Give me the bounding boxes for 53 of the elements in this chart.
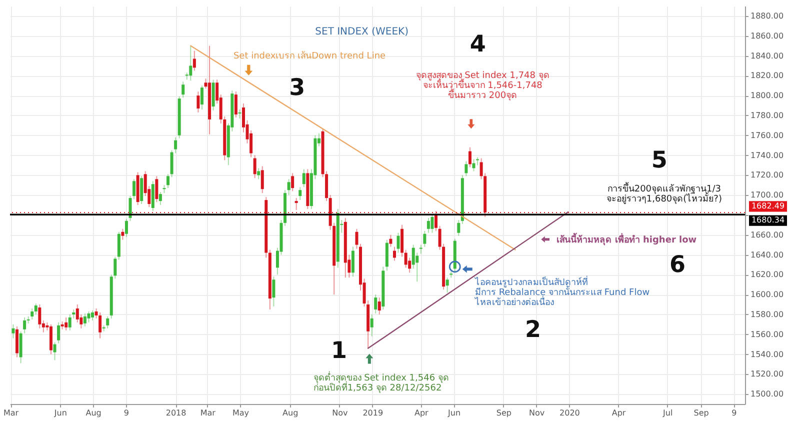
y-tick-label: 1660.00 [750, 230, 784, 240]
y-tick-label: 1580.00 [750, 310, 784, 319]
y-tick-label: 1540.00 [750, 350, 784, 359]
x-tick-label: Aug [86, 408, 102, 418]
x-tick-label: 9 [732, 408, 737, 418]
x-tick-label: Jun [53, 408, 67, 418]
y-tick-label: 1560.00 [750, 330, 784, 339]
y-tick-label: 1500.00 [750, 390, 784, 399]
ref-line-label: 1680.34 [751, 216, 785, 225]
y-tick-label: 1780.00 [750, 110, 784, 120]
x-tick-label: Mar [3, 408, 20, 418]
text: SET INDEX (WEEK) [315, 26, 409, 38]
y-tick-label: 1520.00 [750, 370, 784, 379]
annotation: 4 [470, 31, 486, 58]
y-tick-label: 1840.00 [750, 51, 784, 60]
x-tick-label: 9 [124, 408, 129, 418]
y-tick-label: 1640.00 [750, 250, 784, 260]
x-tick-label: 2018 [166, 408, 186, 418]
annotation: ไอคอนรูปวงกลมเป็นสัปดาห์ที่ มีการ Rebalance จากนั้นกระแส Fund Flow ไหลเข้าอย่างต่อเนื่อง [474, 275, 650, 308]
x-tick-label: Apr [612, 408, 626, 418]
x-tick-label: Jul [662, 408, 673, 418]
x-tick-label: 2019 [362, 408, 384, 418]
x-tick-label: Aug [282, 408, 298, 418]
annotation: 3 [289, 75, 306, 102]
x-tick-label: Apr [414, 408, 430, 418]
y-tick-label: 1740.00 [750, 150, 784, 160]
x-tick-label: Jun [447, 408, 461, 418]
y-tick-label: 1620.00 [750, 270, 784, 280]
annotation: เส้นนี้ห้ามหลุด เพื่อทำ higher low [556, 232, 697, 246]
x-tick-label: May [232, 408, 250, 418]
x-tick-label: Nov [332, 408, 348, 418]
annotation: 2 [524, 316, 541, 343]
x-tick-label: 2020 [560, 408, 580, 418]
x-tick-label: Sep [694, 408, 709, 418]
annotation: 6 [669, 252, 686, 278]
y-tick-label: 1820.00 [750, 71, 784, 80]
y-tick-label: 1880.00 [750, 11, 784, 20]
annotation: จุดต่ำสุดของ Set index 1,546 จุด ก่อนปิดที่1,563 จุด 28/12/2562 [313, 370, 449, 394]
x-tick-label: Nov [528, 408, 545, 418]
annotation: การขึ้น200จุดแล้วพักฐาน1/3 จะอยู่ราวๆ1,680จุด(ไหวมั้ย?) [606, 182, 722, 205]
annotation: 1 [330, 338, 347, 364]
x-tick-label: Sep [496, 408, 512, 418]
y-tick-label: 1720.00 [750, 170, 784, 180]
x-tick-label: Mar [200, 408, 216, 418]
annotation: จุดสูงสุดของ Set index 1,748 จุด จะเห็นว่าขึ้นจาก 1,546-1,748 ขึ้นมาราว 200จุด [416, 71, 550, 102]
y-tick-label: 1700.00 [750, 190, 784, 200]
annotation: 5 [651, 148, 668, 174]
y-tick-label: 1760.00 [750, 130, 784, 140]
y-tick-label: 1800.00 [750, 91, 784, 100]
ref-line-label: 1682.49 [751, 201, 785, 210]
annotation: Set indexเบรก เส้นDown trend Line [233, 50, 386, 62]
y-tick-label: 1860.00 [750, 31, 784, 40]
y-tick-label: 1600.00 [750, 290, 784, 300]
